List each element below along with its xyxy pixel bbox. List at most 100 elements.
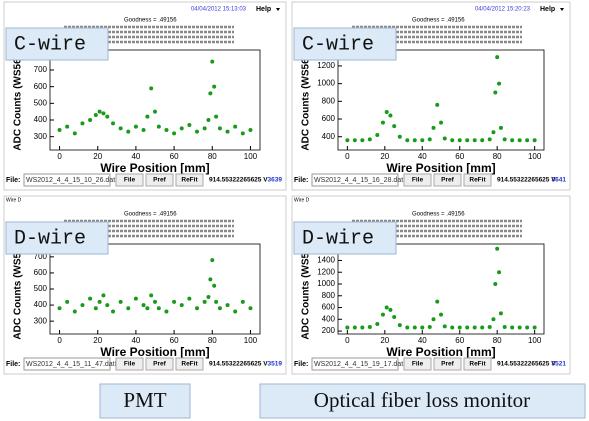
- data-point: [450, 138, 455, 143]
- x-tick-label: 40: [131, 336, 140, 345]
- data-point: [502, 137, 507, 142]
- wire-label: Wire D: [294, 197, 310, 203]
- data-point: [532, 138, 537, 143]
- data-point: [487, 324, 492, 329]
- file-label: File:: [294, 361, 308, 368]
- y-tick-label: 600: [322, 114, 336, 123]
- y-tick-label: 1200: [317, 61, 335, 70]
- data-point: [352, 138, 357, 143]
- timestamp: 04/04/2012 15:13:03: [191, 7, 247, 13]
- data-point: [439, 120, 443, 125]
- data-point: [72, 309, 77, 314]
- button-label[interactable]: Pref: [153, 177, 166, 184]
- panel-tag-box: [293, 27, 397, 61]
- data-point: [420, 325, 425, 330]
- data-point: [202, 126, 207, 131]
- data-point: [202, 299, 207, 304]
- button-label[interactable]: ReFit: [181, 361, 198, 368]
- button-label[interactable]: Pref: [441, 361, 454, 368]
- button[interactable]: [463, 357, 492, 371]
- data-point: [208, 277, 213, 282]
- button-label[interactable]: File: [412, 361, 424, 368]
- data-point: [126, 306, 131, 311]
- y-axis-title: ADC Counts (WS572): [13, 238, 24, 339]
- panel-tag-box: [5, 27, 109, 61]
- data-point: [164, 309, 169, 314]
- file-label: File:: [6, 177, 20, 184]
- button[interactable]: [403, 173, 432, 187]
- button-label[interactable]: Pref: [441, 177, 454, 184]
- data-point: [375, 322, 380, 326]
- button[interactable]: [145, 357, 174, 371]
- data-point: [240, 299, 245, 304]
- button[interactable]: [175, 173, 204, 187]
- caption-box: [99, 383, 191, 419]
- button[interactable]: [403, 357, 432, 371]
- data-point: [111, 121, 115, 126]
- button-label[interactable]: ReFit: [181, 177, 198, 184]
- data-point: [248, 306, 253, 311]
- button[interactable]: [463, 173, 492, 187]
- data-point: [118, 126, 123, 131]
- button[interactable]: [115, 173, 144, 187]
- data-point: [491, 317, 496, 322]
- data-point: [179, 303, 184, 308]
- data-point: [206, 295, 211, 300]
- data-point: [105, 114, 110, 119]
- x-tick-label: 60: [170, 152, 179, 161]
- data-point: [498, 125, 503, 130]
- data-point: [487, 137, 492, 142]
- data-point: [380, 120, 385, 125]
- x-tick-label: 100: [244, 152, 258, 161]
- data-point: [380, 312, 385, 317]
- data-point: [217, 306, 222, 311]
- data-point: [388, 113, 393, 118]
- help-menu[interactable]: Help: [256, 6, 271, 13]
- button[interactable]: [145, 173, 174, 187]
- button[interactable]: [433, 357, 462, 371]
- data-point: [439, 312, 443, 317]
- button-label[interactable]: ReFit: [469, 177, 486, 184]
- button-label[interactable]: File: [124, 177, 136, 184]
- data-point: [510, 325, 515, 330]
- button[interactable]: [115, 357, 144, 371]
- x-tick-label: 80: [208, 336, 217, 345]
- y-tick-label: 600: [322, 303, 336, 312]
- data-point: [427, 137, 432, 142]
- file-field: [311, 357, 399, 371]
- data-point: [525, 138, 530, 143]
- data-point: [472, 325, 477, 330]
- x-tick-label: 20: [93, 336, 102, 345]
- plot-frame: [49, 49, 261, 151]
- button-label[interactable]: ReFit: [469, 361, 486, 368]
- data-point: [493, 90, 498, 95]
- data-point: [345, 325, 350, 330]
- data-point: [105, 303, 110, 308]
- help-menu[interactable]: Help: [540, 6, 555, 13]
- data-point: [375, 132, 380, 137]
- y-tick-label: 500: [34, 284, 48, 293]
- y-tick-label: 800: [322, 291, 336, 300]
- data-point: [217, 126, 222, 131]
- button[interactable]: [175, 357, 204, 371]
- panel-tag: C-wire: [14, 33, 86, 56]
- data-point: [153, 299, 157, 304]
- button-label[interactable]: Pref: [153, 361, 166, 368]
- y-tick-label: 1000: [317, 79, 335, 88]
- y-tick-label: 600: [34, 82, 48, 91]
- x-tick-label: 60: [170, 336, 179, 345]
- y-tick-label: 400: [34, 300, 48, 309]
- y-tick-label: 1200: [317, 267, 335, 276]
- panel-tag: D-wire: [302, 227, 374, 250]
- y-tick-label: 700: [34, 65, 48, 74]
- menu-arrow: [560, 8, 564, 11]
- y-tick-label: 300: [34, 316, 48, 325]
- data-point: [495, 55, 500, 60]
- button-label[interactable]: File: [124, 361, 136, 368]
- x-tick-label: 0: [57, 336, 62, 345]
- data-point: [206, 118, 211, 122]
- button[interactable]: [433, 173, 462, 187]
- data-point: [388, 307, 393, 312]
- button-label[interactable]: File: [412, 177, 424, 184]
- data-point: [187, 296, 192, 301]
